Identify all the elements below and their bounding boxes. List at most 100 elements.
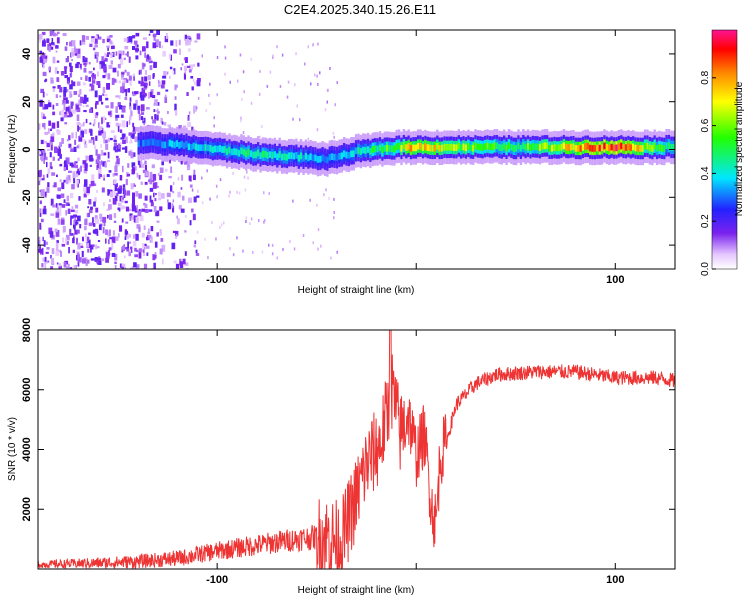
heatmap-ridge-cell	[187, 143, 191, 151]
heatmap-noise-cell	[194, 81, 196, 85]
heatmap-ridge-cell	[651, 145, 654, 152]
heatmap-noise-cell	[96, 260, 99, 264]
heatmap-ridge-cell	[237, 149, 241, 157]
heatmap-noise-cell	[120, 137, 124, 140]
heatmap-noise-cell	[125, 91, 128, 97]
heatmap-ridge-cell	[216, 145, 219, 153]
heatmap-noise-cell	[180, 208, 185, 213]
heatmap-noise-cell	[333, 216, 335, 220]
heatmap-noise-cell	[80, 67, 82, 70]
heatmap-noise-cell	[85, 258, 88, 266]
heatmap-noise-cell	[41, 149, 46, 153]
heatmap-ridge-cell	[233, 148, 236, 155]
heatmap-noise-cell	[148, 209, 153, 212]
heatmap-ridge-cell	[550, 144, 554, 152]
heatmap-noise-cell	[48, 120, 51, 126]
heatmap-noise-cell	[156, 91, 161, 96]
heatmap-noise-cell	[209, 82, 211, 86]
heatmap-noise-cell	[56, 206, 59, 211]
heatmap-noise-cell	[73, 265, 76, 269]
heatmap-noise-cell	[109, 237, 113, 240]
heatmap-ridge-cell	[354, 147, 358, 155]
heatmap-noise-cell	[149, 240, 152, 243]
heatmap-noise-cell	[193, 244, 197, 248]
spectrogram-y-axis: -40 -20 0 20 40	[21, 48, 675, 253]
heatmap-noise-cell	[90, 129, 93, 136]
heatmap-noise-cell	[121, 245, 126, 251]
heatmap-noise-cell	[68, 143, 72, 149]
heatmap-noise-cell	[115, 161, 117, 168]
heatmap-noise-cell	[42, 71, 47, 77]
heatmap-noise-cell	[132, 192, 135, 198]
heatmap-noise-cell	[121, 266, 124, 269]
heatmap-ridge-cell	[488, 143, 492, 151]
heatmap-noise-cell	[126, 248, 129, 252]
heatmap-noise-cell	[185, 57, 188, 63]
heatmap-noise-cell	[56, 60, 60, 63]
heatmap-noise-cell	[245, 216, 248, 220]
heatmap-noise-cell	[56, 77, 60, 82]
heatmap-noise-cell	[151, 95, 156, 99]
heatmap-noise-cell	[157, 79, 160, 83]
heatmap-noise-cell	[137, 160, 141, 166]
heatmap-noise-cell	[241, 98, 243, 101]
heatmap-noise-cell	[193, 63, 195, 67]
heatmap-noise-cell	[205, 109, 207, 112]
heatmap-noise-cell	[215, 184, 218, 188]
heatmap-noise-cell	[239, 53, 242, 57]
heatmap-noise-cell	[47, 260, 50, 263]
heatmap-noise-cell	[189, 175, 192, 182]
heatmap-ridge-cell	[142, 139, 145, 147]
heatmap-noise-cell	[128, 36, 133, 43]
heatmap-noise-cell	[88, 199, 92, 205]
heatmap-noise-cell	[104, 162, 107, 168]
heatmap-ridge-cell	[593, 145, 597, 152]
heatmap-noise-cell	[124, 236, 127, 240]
heatmap-noise-cell	[153, 33, 156, 41]
heatmap-noise-cell	[74, 210, 79, 214]
heatmap-noise-cell	[130, 133, 135, 139]
heatmap-noise-cell	[135, 32, 140, 37]
heatmap-noise-cell	[63, 97, 65, 104]
heatmap-noise-cell	[129, 115, 132, 120]
heatmap-noise-cell	[57, 148, 61, 153]
heatmap-noise-cell	[64, 111, 67, 115]
heatmap-ridge-cell	[419, 142, 422, 150]
heatmap-ridge-cell	[374, 145, 377, 153]
heatmap-ridge-cell	[472, 144, 475, 152]
heatmap-noise-cell	[69, 228, 72, 235]
heatmap-noise-cell	[45, 78, 48, 82]
heatmap-noise-cell	[132, 122, 135, 128]
heatmap-noise-cell	[111, 77, 115, 85]
heatmap-noise-cell	[293, 247, 296, 251]
heatmap-noise-cell	[42, 174, 45, 179]
heatmap-noise-cell	[125, 247, 129, 250]
heatmap-noise-cell	[85, 75, 88, 81]
heatmap-noise-cell	[73, 177, 76, 184]
heatmap-noise-cell	[80, 165, 82, 172]
heatmap-noise-cell	[170, 185, 173, 192]
figure-title: C2E4.2025.340.15.26.E11	[284, 2, 436, 17]
heatmap-noise-cell	[52, 111, 56, 116]
heatmap-noise-cell	[101, 117, 103, 125]
heatmap-noise-cell	[127, 163, 130, 168]
heatmap-noise-cell	[47, 102, 52, 108]
heatmap-ridge-cell	[259, 152, 262, 160]
heatmap-ridge-cell	[574, 145, 578, 152]
heatmap-noise-cell	[134, 136, 138, 143]
heatmap-noise-cell	[115, 195, 118, 202]
heatmap-noise-cell	[118, 50, 122, 56]
heatmap-noise-cell	[122, 197, 124, 200]
heatmap-noise-cell	[192, 78, 195, 82]
heatmap-ridge-cell	[352, 150, 355, 157]
heatmap-noise-cell	[83, 185, 87, 192]
heatmap-noise-cell	[38, 34, 43, 40]
heatmap-ridge-cell	[359, 148, 363, 155]
heatmap-noise-cell	[96, 246, 100, 249]
heatmap-ridge-cell	[579, 145, 582, 152]
heatmap-noise-cell	[81, 258, 86, 264]
heatmap-noise-cell	[134, 254, 138, 258]
heatmap-noise-cell	[102, 75, 106, 79]
heatmap-ridge-cell	[636, 145, 640, 152]
heatmap-noise-cell	[201, 176, 203, 180]
